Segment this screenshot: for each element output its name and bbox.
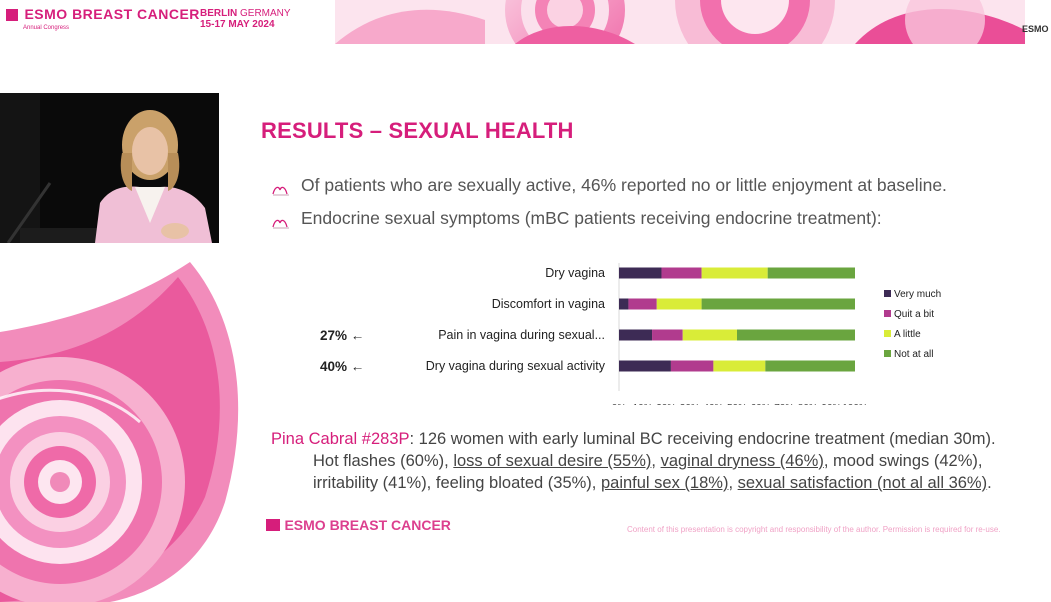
bar-segment — [661, 267, 702, 279]
ribbon-logo-icon — [271, 180, 291, 196]
legend-swatch — [884, 330, 891, 337]
congress-logo: ESMO BREAST CANCER Annual Congress — [6, 6, 200, 31]
x-tick-label: 60% — [751, 403, 771, 405]
bar-segment — [682, 329, 737, 341]
footer-logo-title: ESMO BREAST CANCER — [284, 516, 451, 533]
category-label: Dry vagina during sexual activity — [426, 359, 606, 373]
symptom-text: , — [651, 452, 661, 470]
footer-logo-year-box — [266, 518, 280, 531]
slide-title: RESULTS – SEXUAL HEALTH — [261, 118, 574, 143]
bar-segment — [737, 329, 855, 341]
city: BERLIN — [200, 8, 238, 19]
legend-swatch — [884, 290, 891, 297]
symptom-text: irritability (41%), feeling bloated (35%… — [313, 474, 601, 492]
study-line-1: : 126 women with early luminal BC receiv… — [409, 430, 996, 448]
legend-label: Very much — [894, 289, 941, 300]
bullet-2: Endocrine sexual symptoms (mBC patients … — [271, 208, 882, 229]
symptom-underlined: painful sex (18%) — [600, 474, 729, 492]
copyright-notice: Content of this presentation is copyrigh… — [627, 525, 1001, 534]
study-reference: Pina Cabral #283P — [271, 430, 410, 448]
bullet-1: Of patients who are sexually active, 46%… — [271, 175, 947, 196]
category-label: Pain in vagina during sexual... — [438, 328, 605, 342]
bar-segment — [701, 267, 768, 279]
x-tick-label: 90% — [821, 403, 841, 405]
esmo-corner-logo: ESMO — [1022, 24, 1049, 34]
symptom-text: . — [987, 474, 992, 492]
symptom-underlined: sexual satisfaction (not al all 36%) — [737, 474, 988, 492]
congress-dates: 15-17 MAY 2024 — [200, 19, 275, 30]
category-label: Dry vagina — [545, 266, 605, 280]
rose-decoration-image — [0, 262, 250, 602]
x-tick-label: 10% — [633, 403, 653, 405]
x-tick-label: 40% — [703, 403, 723, 405]
country: GERMANY — [240, 8, 291, 19]
legend-swatch — [884, 310, 891, 317]
logo-year-box — [6, 9, 18, 21]
annotation-label: 40% ← — [320, 359, 364, 374]
logo-title: ESMO BREAST CANCER — [24, 6, 200, 22]
legend-label: Not at all — [894, 349, 933, 360]
bar-segment — [701, 298, 855, 310]
x-tick-label: 0% — [612, 403, 627, 405]
bar-segment — [656, 298, 702, 310]
x-tick-label: 80% — [798, 403, 818, 405]
logo-subtitle: Annual Congress — [23, 25, 70, 31]
bar-segment — [628, 298, 657, 310]
bar-segment — [765, 360, 855, 372]
study-summary: Pina Cabral #283P: 126 women with early … — [271, 428, 1031, 494]
bar-segment — [713, 360, 766, 372]
x-tick-label: 30% — [680, 403, 700, 405]
x-tick-label: 20% — [656, 403, 676, 405]
x-tick-label: 100% — [842, 403, 868, 405]
bar-segment — [619, 329, 653, 341]
speaker-video[interactable] — [0, 93, 219, 243]
symptom-text: , mood swings (42%), — [823, 452, 983, 470]
bar-segment — [619, 267, 662, 279]
bar-segment — [767, 267, 855, 279]
footer-logo: ESMO BREAST CANCER — [266, 516, 451, 534]
symptom-underlined: loss of sexual desire (55%) — [453, 452, 652, 470]
x-tick-label: 50% — [727, 403, 747, 405]
ribbon-logo-icon — [271, 213, 291, 229]
x-tick-label: 70% — [774, 403, 794, 405]
annotation-label: 27% ← — [320, 328, 364, 343]
symptom-underlined: vaginal dryness (46%) — [660, 452, 824, 470]
symptom-text: Hot flashes (60%), — [313, 452, 454, 470]
bar-segment — [652, 329, 683, 341]
rose-banner-image — [335, 0, 1025, 44]
legend-label: A little — [894, 329, 921, 340]
bullet-1-text: Of patients who are sexually active, 46%… — [301, 175, 947, 195]
congress-location: BERLIN GERMANY 15-17 MAY 2024 — [200, 8, 291, 30]
bar-segment — [619, 298, 629, 310]
category-label: Discomfort in vagina — [492, 297, 605, 311]
stacked-bar-chart: Dry vagina Discomfort in vagina Pain in va… — [320, 263, 941, 405]
legend-label: Quit a bit — [894, 309, 934, 320]
bar-segment — [670, 360, 714, 372]
bullet-2-text: Endocrine sexual symptoms (mBC patients … — [301, 208, 882, 228]
bar-segment — [619, 360, 671, 372]
symptom-text: , — [728, 474, 738, 492]
legend-swatch — [884, 350, 891, 357]
